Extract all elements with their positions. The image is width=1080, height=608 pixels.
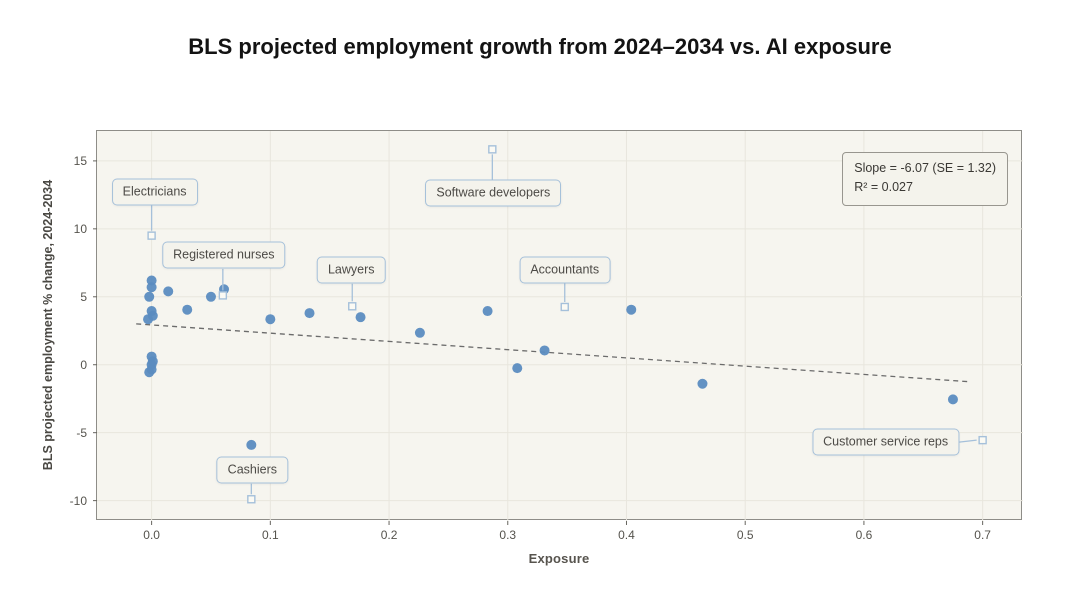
x-tick-label: 0.5 bbox=[736, 528, 754, 542]
scatter-point bbox=[265, 314, 276, 325]
scatter-point bbox=[143, 314, 154, 325]
y-tick-label: -5 bbox=[76, 425, 87, 440]
plot-svg bbox=[93, 131, 1023, 525]
x-tick-label: 0.1 bbox=[261, 528, 279, 542]
scatter-point bbox=[512, 363, 523, 374]
scatter-point bbox=[414, 327, 425, 338]
annotated-point-marker bbox=[560, 302, 569, 312]
scatter-point bbox=[482, 306, 493, 317]
y-tick-label: 10 bbox=[73, 221, 87, 236]
scatter-point bbox=[947, 394, 958, 405]
y-tick-label: 0 bbox=[80, 357, 87, 372]
scatter-point bbox=[697, 378, 708, 389]
annotated-point-marker bbox=[488, 145, 497, 154]
scatter-point bbox=[539, 345, 550, 356]
scatter-point bbox=[182, 304, 193, 315]
scatter-point bbox=[205, 291, 216, 302]
x-axis-label: Exposure bbox=[528, 551, 590, 566]
annotated-point-marker bbox=[218, 291, 228, 300]
annotated-point-marker bbox=[348, 302, 357, 311]
y-tick-label: -10 bbox=[69, 493, 87, 508]
scatter-point bbox=[163, 286, 174, 297]
x-tick-label: 0.2 bbox=[380, 528, 398, 542]
scatter-point bbox=[144, 291, 155, 302]
annotated-point-marker bbox=[978, 435, 987, 445]
annotated-point-marker bbox=[147, 231, 156, 240]
scatter-point bbox=[144, 367, 155, 378]
scatter-point bbox=[355, 312, 366, 323]
x-tick-label: 0.4 bbox=[618, 528, 635, 542]
y-tick-label: 15 bbox=[73, 153, 87, 168]
x-tick-label: 0.3 bbox=[499, 528, 517, 542]
annotation-leader-line bbox=[959, 439, 977, 443]
y-axis-label: BLS projected employment % change, 2024-… bbox=[41, 179, 55, 471]
x-tick-label: 0.0 bbox=[143, 528, 160, 542]
trend-line bbox=[136, 323, 968, 383]
x-tick-label: 0.7 bbox=[974, 528, 991, 542]
scatter-point bbox=[304, 308, 315, 319]
annotated-point-marker bbox=[247, 495, 256, 504]
y-tick-label: 5 bbox=[80, 289, 87, 304]
scatter-point bbox=[626, 304, 637, 315]
x-tick-label: 0.6 bbox=[855, 528, 873, 542]
scatter-point bbox=[246, 439, 257, 450]
plot-area: Slope = -6.07 (SE = 1.32) R² = 0.027 0.0… bbox=[70, 130, 1023, 542]
chart-title: BLS projected employment growth from 202… bbox=[188, 34, 892, 59]
scatter-point bbox=[146, 282, 157, 293]
